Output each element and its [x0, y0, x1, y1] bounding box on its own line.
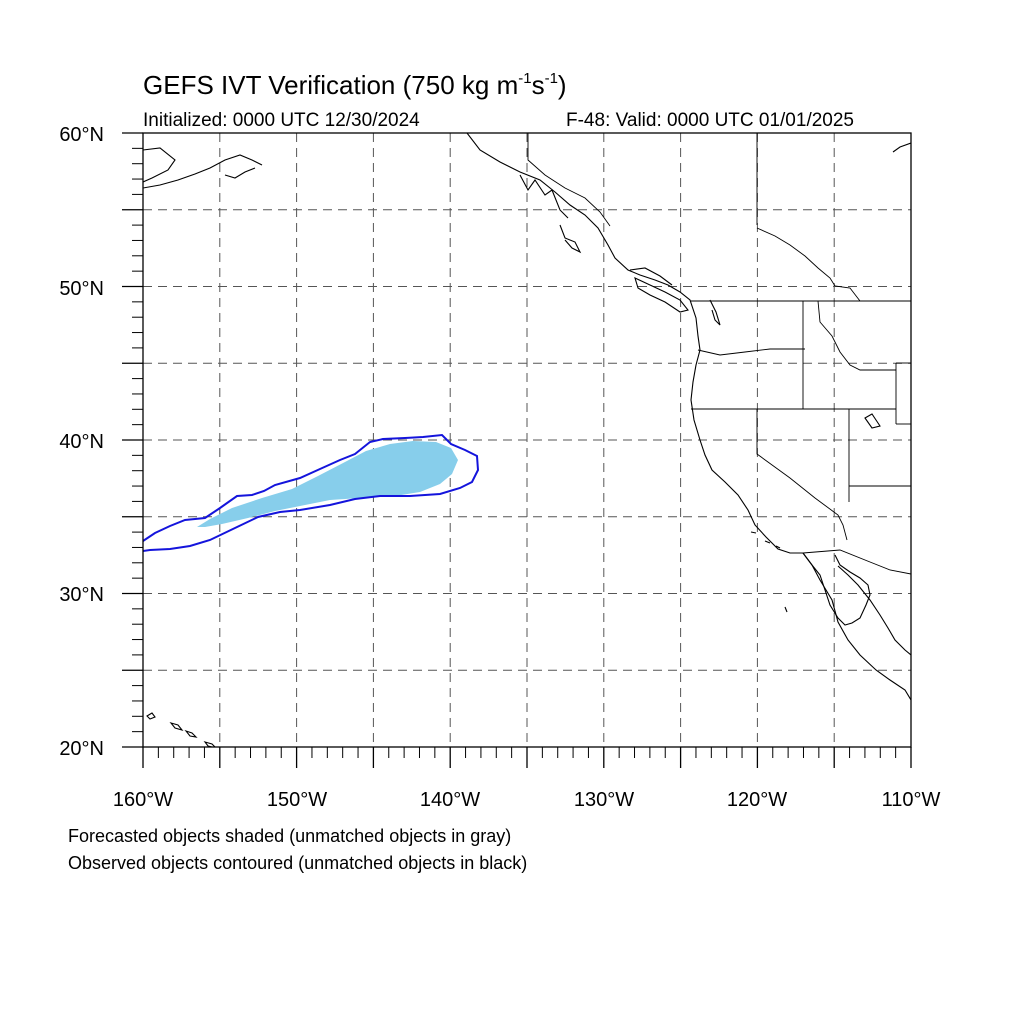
gridlines — [143, 133, 911, 747]
lon-label-110w: 110°W — [882, 789, 941, 811]
lat-label-40: 40°N — [59, 431, 104, 453]
lat-labels: 20°N 30°N 40°N 50°N 60°N — [59, 124, 104, 760]
init-time-label: Initialized: 0000 UTC 12/30/2024 — [143, 110, 420, 131]
lon-label-120w: 120°W — [727, 789, 787, 811]
lat-label-60: 60°N — [59, 124, 104, 146]
lon-label-150w: 150°W — [267, 789, 327, 811]
legend-forecast-note: Forecasted objects shaded (unmatched obj… — [68, 826, 512, 846]
valid-time-label: F-48: Valid: 0000 UTC 01/01/2025 — [566, 110, 854, 131]
political-borders — [527, 133, 911, 575]
legend-observed-note: Observed objects contoured (unmatched ob… — [68, 853, 528, 873]
lat-label-30: 30°N — [59, 584, 104, 606]
plot-title: GEFS IVT Verification (750 kg m-1s-1) — [143, 70, 567, 100]
axis-ticks — [122, 132, 912, 768]
lat-label-50: 50°N — [59, 278, 104, 300]
map-frame — [142, 132, 912, 748]
lon-labels: 160°W 150°W 140°W 130°W 120°W 110°W — [113, 789, 941, 811]
forecast-object — [197, 441, 458, 527]
lat-label-20: 20°N — [59, 738, 104, 760]
lon-label-130w: 130°W — [574, 789, 634, 811]
coastlines — [143, 133, 911, 747]
lon-label-140w: 140°W — [420, 789, 480, 811]
observed-object-contour — [143, 433, 480, 552]
lon-label-160w: 160°W — [113, 789, 173, 811]
